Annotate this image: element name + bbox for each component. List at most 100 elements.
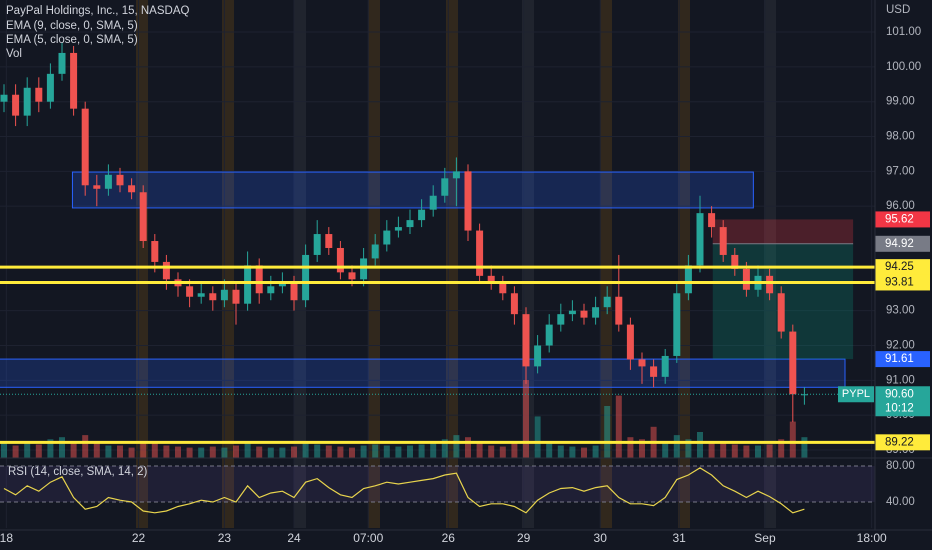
volume-bar <box>592 445 599 458</box>
candle-body <box>394 227 402 231</box>
x-tick-label: 18 <box>0 531 13 545</box>
y-tick-label: 92.00 <box>886 340 915 352</box>
volume-bar <box>546 441 553 458</box>
volume-bar <box>581 447 587 458</box>
volume-bar <box>615 395 622 458</box>
session-band <box>600 0 612 528</box>
volume-bar <box>731 444 738 458</box>
volume-bar <box>186 447 193 458</box>
candle-body <box>789 331 797 395</box>
volume-bar <box>360 445 367 458</box>
level-tag <box>875 259 930 276</box>
candle-body <box>522 314 530 367</box>
candle-body <box>336 247 344 273</box>
volume-bar <box>337 446 344 458</box>
candle-body <box>510 293 518 315</box>
volume-bar <box>372 444 379 458</box>
symbol-label: PYPL <box>842 388 870 400</box>
level-label: 94.25 <box>885 261 914 273</box>
candle-body <box>476 230 484 276</box>
volume-bar <box>221 447 228 458</box>
volume-bar <box>569 446 576 458</box>
candle-body <box>696 213 704 266</box>
candle-body <box>650 366 658 377</box>
candle-body <box>534 345 542 367</box>
candle-body <box>487 275 495 283</box>
candle-body <box>255 265 263 294</box>
volume-bar <box>801 437 808 458</box>
candle-body <box>499 282 507 294</box>
candle-body <box>429 195 437 210</box>
volume-bar <box>325 445 332 458</box>
volume-bar <box>314 444 321 458</box>
x-tick-label: 23 <box>218 531 232 545</box>
y-tick-label: 96.00 <box>886 200 915 212</box>
volume-bar <box>511 443 518 458</box>
y-tick-label: 97.00 <box>886 165 915 177</box>
candle-body <box>731 254 739 269</box>
candle-body <box>278 282 286 287</box>
candle-body <box>545 324 553 346</box>
volume-bar <box>685 439 692 458</box>
y-tick-label: 101.00 <box>886 26 921 38</box>
price-label: 90.60 <box>885 388 914 400</box>
volume-bar <box>708 441 715 458</box>
candle-body <box>23 87 31 116</box>
candle-body <box>777 293 785 332</box>
volume-bar <box>407 445 413 458</box>
volume-bar <box>662 443 669 458</box>
candle-body <box>742 268 750 290</box>
chart-title: PayPal Holdings, Inc., 15, NASDAQ <box>6 5 189 17</box>
level-label: 93.81 <box>885 276 914 288</box>
indicator-label: EMA (5, close, 0, SMA, 5) <box>6 34 138 46</box>
candle-body <box>603 296 611 308</box>
volume-bar <box>1 443 7 458</box>
volume-bar <box>12 445 19 458</box>
candle-body <box>70 52 78 109</box>
session-band <box>222 0 234 528</box>
volume-bar <box>209 446 216 458</box>
volume-bar <box>534 416 541 458</box>
candle-body <box>35 87 43 102</box>
volume-bar <box>430 443 437 458</box>
indicator-label: EMA (9, close, 0, SMA, 5) <box>6 20 138 32</box>
volume-bar <box>256 446 263 458</box>
candle-body <box>0 94 8 102</box>
volume-bar <box>128 447 135 458</box>
x-tick-label: 24 <box>287 531 301 545</box>
volume-bar <box>383 445 390 458</box>
volume-bar <box>766 444 773 458</box>
session-band <box>446 0 458 528</box>
candle-body <box>592 307 600 318</box>
volume-bar <box>465 437 471 458</box>
rsi-line <box>3 467 805 514</box>
position-tag <box>875 235 930 252</box>
position-label: 95.62 <box>885 213 914 225</box>
candle-body <box>383 230 391 245</box>
candle-body <box>441 178 449 196</box>
rsi-tick-label: 40.00 <box>886 496 915 508</box>
position-label: 91.61 <box>885 353 914 365</box>
level-label: 89.22 <box>885 436 914 448</box>
candle-body <box>626 324 634 360</box>
candle-body <box>464 171 472 231</box>
candle-body <box>568 310 576 315</box>
volume-bar <box>453 435 460 458</box>
x-tick-label: 30 <box>594 531 608 545</box>
volume-bar <box>395 446 402 458</box>
volume-bar <box>47 439 54 458</box>
x-tick-label: 29 <box>517 531 531 545</box>
volume-bar <box>279 447 286 458</box>
position-tag <box>875 211 930 228</box>
candle-body <box>580 310 588 318</box>
candle-body <box>348 272 356 280</box>
candle-body <box>766 275 774 294</box>
volume-bar <box>82 435 89 458</box>
volume-bar <box>117 445 123 458</box>
y-tick-label: 93.00 <box>886 305 915 317</box>
volume-bar <box>673 435 680 458</box>
volume-bar <box>639 439 645 458</box>
candle-body <box>58 52 66 74</box>
